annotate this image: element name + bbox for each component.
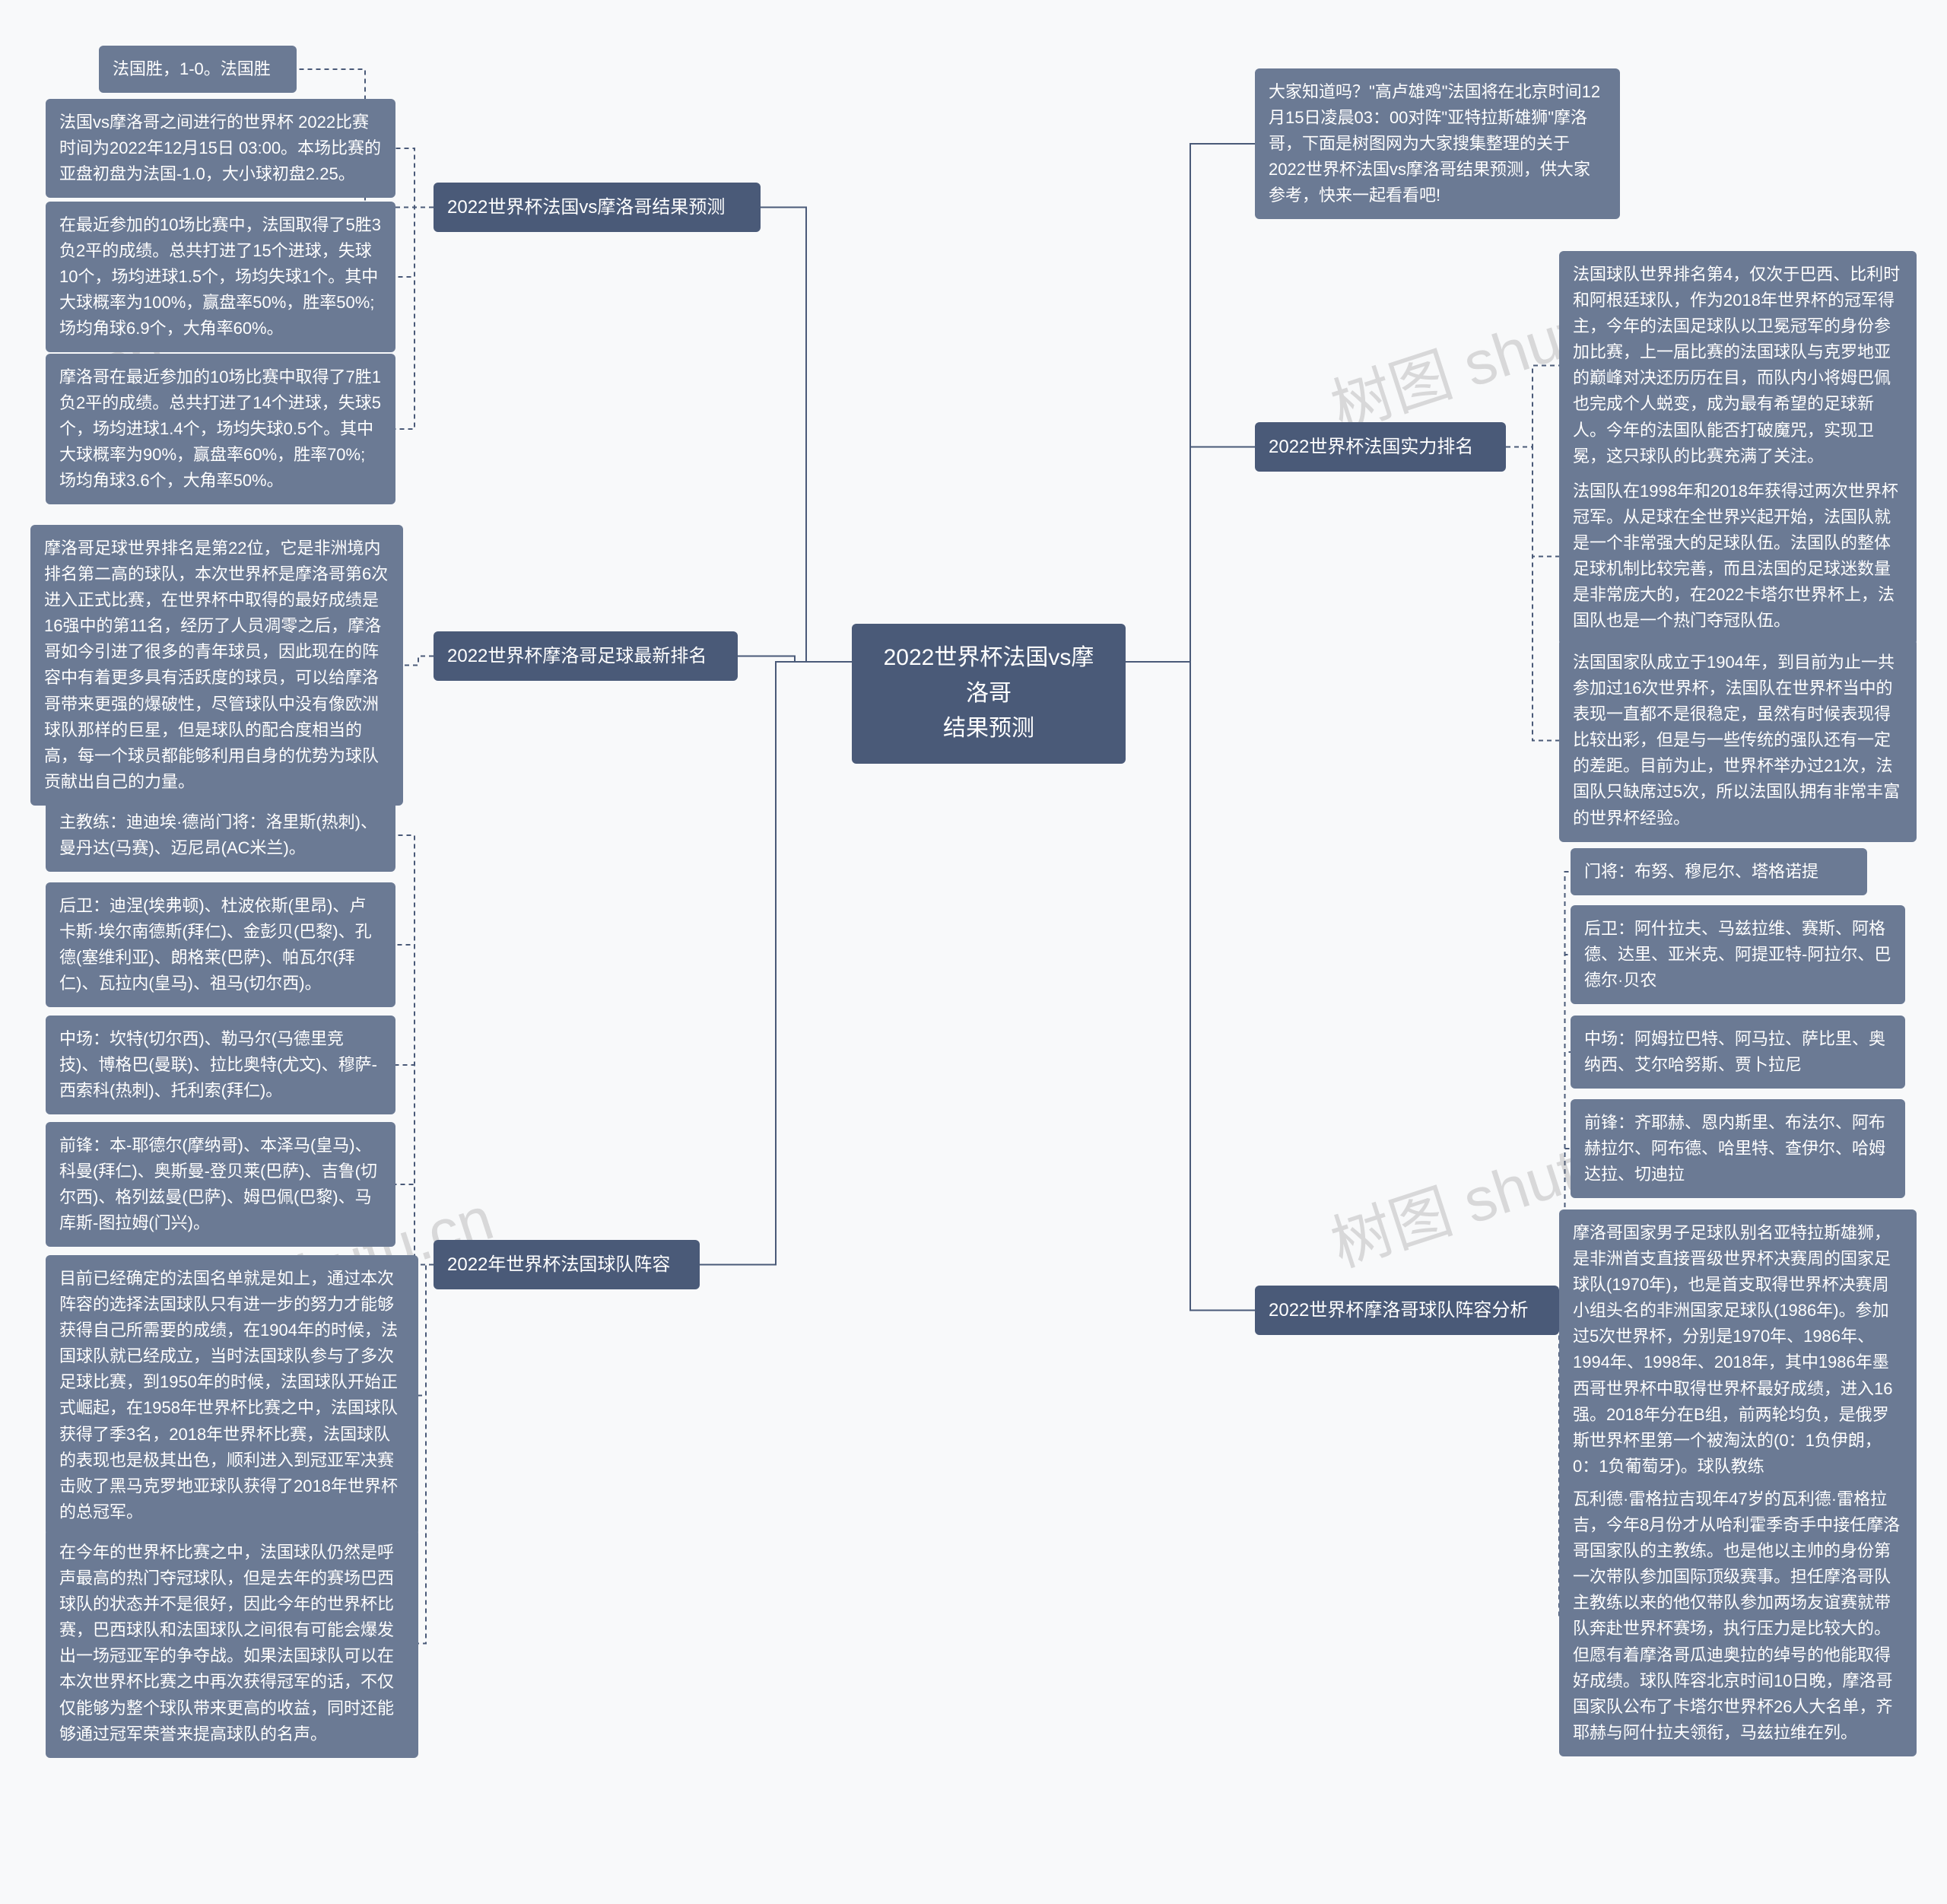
intro-b4: 大家知道吗？"高卢雄鸡"法国将在北京时间12月15日凌晨03：00对阵"亚特拉斯… [1255,68,1620,219]
branch-b5: 2022世界杯摩洛哥球队阵容分析 [1255,1286,1559,1335]
leaf-b3l4: 前锋：本-耶德尔(摩纳哥)、本泽马(皇马)、科曼(拜仁)、奥斯曼-登贝莱(巴萨)… [46,1122,395,1247]
leaf-b1l4: 摩洛哥在最近参加的10场比赛中取得了7胜1负2平的成绩。总共打进了14个进球，失… [46,354,395,504]
leaf-b3l6: 在今年的世界杯比赛之中，法国球队仍然是呼声最高的热门夺冠球队，但是去年的赛场巴西… [46,1529,418,1758]
leaf-b4l3: 法国国家队成立于1904年，到目前为止一共参加过16次世界杯，法国队在世界杯当中… [1559,639,1917,842]
leaf-b4l2: 法国队在1998年和2018年获得过两次世界杯冠军。从足球在全世界兴起开始，法国… [1559,468,1917,645]
leaf-b1l2: 法国vs摩洛哥之间进行的世界杯 2022比赛时间为2022年12月15日 03:… [46,99,395,198]
leaf-b5l4: 前锋：齐耶赫、恩内斯里、布法尔、阿布赫拉尔、阿布德、哈里特、查伊尔、哈姆达拉、切… [1571,1099,1905,1198]
branch-b1: 2022世界杯法国vs摩洛哥结果预测 [434,183,761,232]
leaf-b5l3: 中场：阿姆拉巴特、阿马拉、萨比里、奥纳西、艾尔哈努斯、贾卜拉尼 [1571,1016,1905,1089]
root-node: 2022世界杯法国vs摩洛哥 结果预测 [852,624,1126,764]
leaf-b4l1: 法国球队世界排名第4，仅次于巴西、比利时和阿根廷球队，作为2018年世界杯的冠军… [1559,251,1917,480]
leaf-b3l5: 目前已经确定的法国名单就是如上，通过本次阵容的选择法国球队只有进一步的努力才能够… [46,1255,418,1536]
leaf-b5l2: 后卫：阿什拉夫、马兹拉维、赛斯、阿格德、达里、亚米克、阿提亚特-阿拉尔、巴德尔·… [1571,905,1905,1004]
leaf-b2l1: 摩洛哥足球世界排名是第22位，它是非洲境内排名第二高的球队，本次世界杯是摩洛哥第… [30,525,403,806]
leaf-b5l6: 瓦利德·雷格拉吉现年47岁的瓦利德·雷格拉吉，今年8月份才从哈利霍季奇手中接任摩… [1559,1476,1917,1756]
branch-b4: 2022世界杯法国实力排名 [1255,422,1506,472]
leaf-b1l1: 法国胜，1-0。法国胜 [99,46,297,93]
branch-b2: 2022世界杯摩洛哥足球最新排名 [434,631,738,681]
branch-b3: 2022年世界杯法国球队阵容 [434,1240,700,1289]
leaf-b3l1: 主教练：迪迪埃·德尚门将：洛里斯(热刺)、曼丹达(马赛)、迈尼昂(AC米兰)。 [46,799,395,872]
leaf-b5l1: 门将：布努、穆尼尔、塔格诺提 [1571,848,1867,895]
leaf-b3l3: 中场：坎特(切尔西)、勒马尔(马德里竞技)、博格巴(曼联)、拉比奥特(尤文)、穆… [46,1016,395,1114]
leaf-b5l5: 摩洛哥国家男子足球队别名亚特拉斯雄狮，是非洲首支直接晋级世界杯决赛周的国家足球队… [1559,1209,1917,1490]
leaf-b3l2: 后卫：迪涅(埃弗顿)、杜波依斯(里昂)、卢卡斯·埃尔南德斯(拜仁)、金彭贝(巴黎… [46,882,395,1007]
leaf-b1l3: 在最近参加的10场比赛中，法国取得了5胜3负2平的成绩。总共打进了15个进球，失… [46,202,395,352]
